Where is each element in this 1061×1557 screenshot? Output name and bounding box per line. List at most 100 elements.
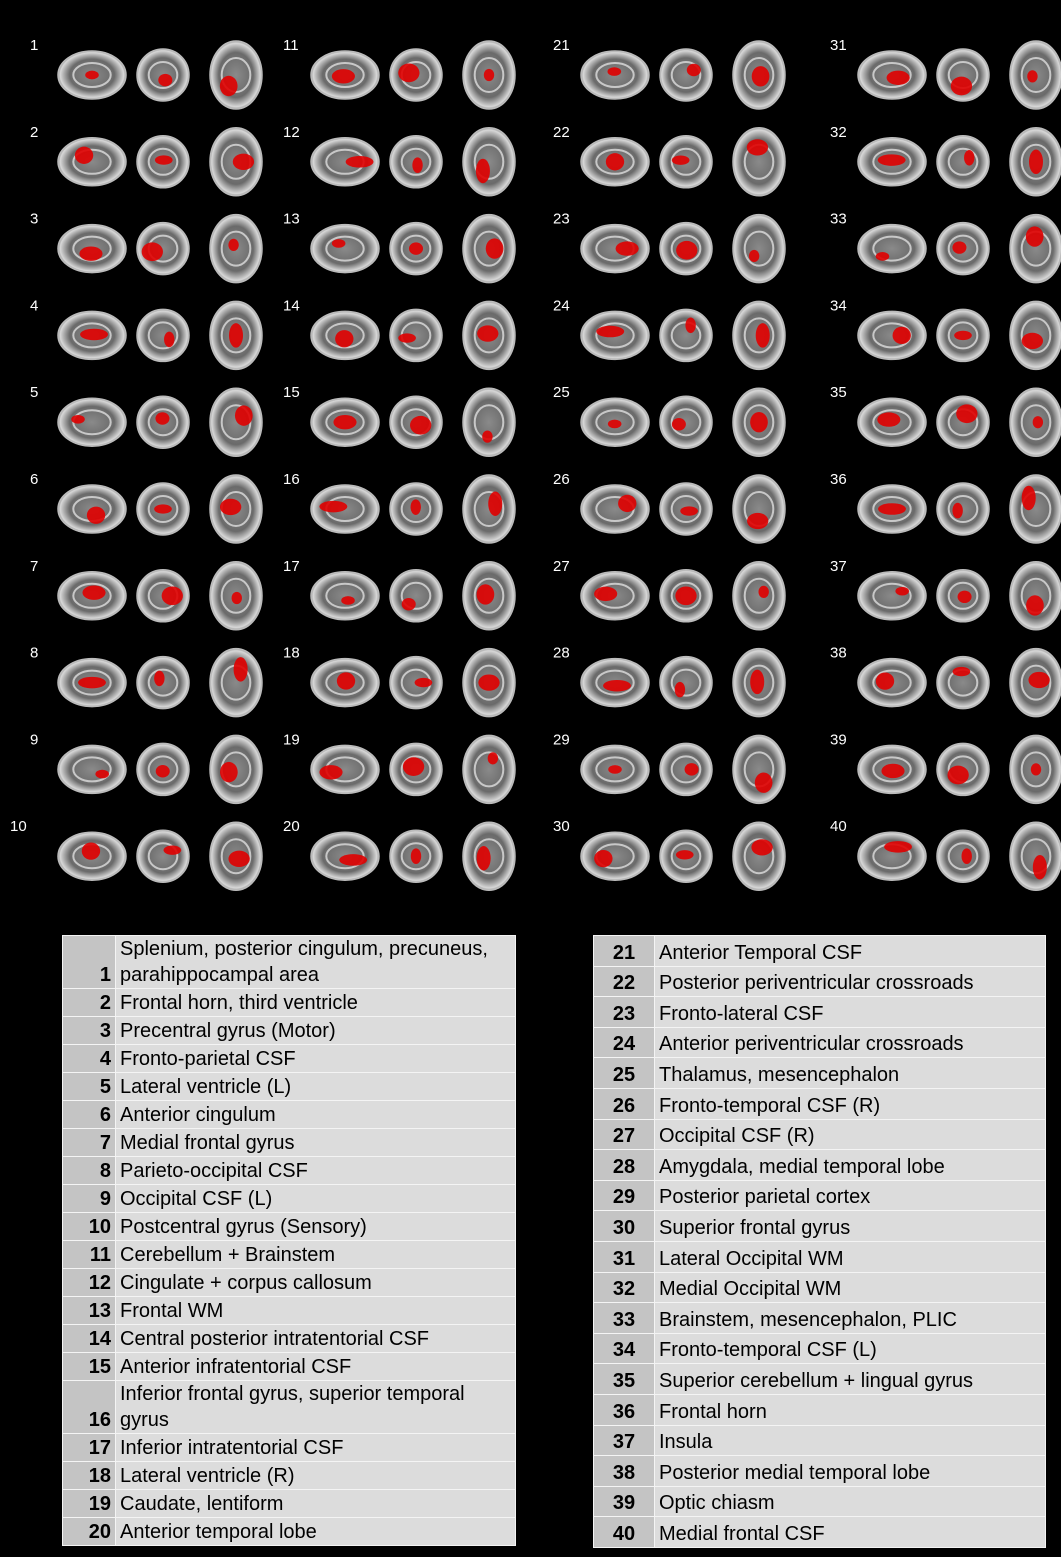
component-panel: 34 xyxy=(830,297,1061,369)
panel-number: 15 xyxy=(283,384,300,401)
activation xyxy=(596,326,624,338)
legend-row: 29Posterior parietal cortex xyxy=(594,1180,1046,1211)
brain-slice xyxy=(858,832,926,880)
activation xyxy=(339,854,367,866)
brain-slice xyxy=(463,735,515,803)
activation xyxy=(164,332,174,348)
legend-row: 31Lateral Occipital WM xyxy=(594,1241,1046,1272)
component-label: Lateral ventricle (L) xyxy=(116,1073,516,1101)
brain-slice xyxy=(581,225,649,273)
component-number: 26 xyxy=(594,1088,655,1119)
activation xyxy=(893,327,911,344)
component-label: Anterior cingulum xyxy=(116,1101,516,1129)
activation xyxy=(341,596,355,605)
component-panel: 20 xyxy=(283,818,515,890)
component-number: 18 xyxy=(63,1462,116,1490)
component-number: 30 xyxy=(594,1211,655,1242)
component-panel: 32 xyxy=(830,124,1061,196)
activation xyxy=(608,765,622,774)
legend-row: 25Thalamus, mesencephalon xyxy=(594,1058,1046,1089)
panel-number: 1 xyxy=(30,37,38,54)
component-label: Fronto-temporal CSF (L) xyxy=(655,1333,1046,1364)
activation xyxy=(82,585,105,599)
panel-number: 19 xyxy=(283,731,300,748)
panel-number: 28 xyxy=(553,645,570,662)
component-panel: 30 xyxy=(553,818,785,890)
activation xyxy=(752,66,770,86)
activation xyxy=(488,492,502,516)
activation xyxy=(482,431,492,443)
activation xyxy=(881,764,904,778)
activation xyxy=(79,246,102,260)
legend-row: 6Anterior cingulum xyxy=(63,1101,516,1129)
panel-number: 37 xyxy=(830,558,847,575)
component-label: Medial Occipital WM xyxy=(655,1272,1046,1303)
activation xyxy=(220,762,238,782)
activation xyxy=(1029,150,1043,174)
component-number: 6 xyxy=(63,1101,116,1129)
component-number: 14 xyxy=(63,1325,116,1353)
activation xyxy=(476,159,490,183)
activation xyxy=(685,763,699,775)
component-panel: 5 xyxy=(30,384,262,456)
component-label: Postcentral gyrus (Sensory) xyxy=(116,1213,516,1241)
legend-row: 1Splenium, posterior cingulum, precuneus… xyxy=(63,936,516,989)
component-panel: 37 xyxy=(830,558,1061,630)
brain-slice xyxy=(390,570,442,622)
component-panel: 12 xyxy=(283,124,515,196)
activation xyxy=(233,154,254,170)
component-number: 4 xyxy=(63,1045,116,1073)
component-number: 12 xyxy=(63,1269,116,1297)
component-label: Posterior parietal cortex xyxy=(655,1180,1046,1211)
legend-row: 26Fronto-temporal CSF (R) xyxy=(594,1088,1046,1119)
component-label: Occipital CSF (L) xyxy=(116,1185,516,1213)
panel-number: 10 xyxy=(10,818,27,835)
brain-slice xyxy=(733,215,785,283)
activation xyxy=(608,67,622,76)
component-panel: 4 xyxy=(30,297,262,369)
activation xyxy=(402,598,416,610)
component-label: Medial frontal gyrus xyxy=(116,1129,516,1157)
component-label: Optic chiasm xyxy=(655,1486,1046,1517)
legend-row: 27Occipital CSF (R) xyxy=(594,1119,1046,1150)
component-number: 10 xyxy=(63,1213,116,1241)
legend-row: 15Anterior infratentorial CSF xyxy=(63,1353,516,1381)
activation xyxy=(229,323,243,347)
activation xyxy=(758,586,768,598)
legend-row: 8Parieto-occipital CSF xyxy=(63,1157,516,1185)
panel-number: 16 xyxy=(283,471,300,488)
activation xyxy=(87,507,105,524)
activation xyxy=(603,680,631,692)
component-number: 40 xyxy=(594,1517,655,1548)
brain-slice xyxy=(137,830,189,882)
brain-slice xyxy=(733,475,785,543)
component-panel: 19 xyxy=(283,731,515,803)
activation xyxy=(235,405,253,425)
panel-number: 7 xyxy=(30,558,38,575)
activation xyxy=(947,766,968,785)
activation xyxy=(156,765,170,777)
component-panel: 10 xyxy=(10,818,262,890)
component-number: 37 xyxy=(594,1425,655,1456)
activation xyxy=(75,147,93,164)
activation xyxy=(750,670,764,694)
activation xyxy=(1033,416,1043,428)
activation xyxy=(756,323,770,347)
activation xyxy=(319,765,342,779)
component-panel: 11 xyxy=(283,37,515,109)
activation xyxy=(409,242,423,254)
brain-slice xyxy=(58,398,126,446)
component-label: Anterior infratentorial CSF xyxy=(116,1353,516,1381)
component-number: 24 xyxy=(594,1027,655,1058)
component-label: Occipital CSF (R) xyxy=(655,1119,1046,1150)
activation xyxy=(220,499,241,515)
component-number: 34 xyxy=(594,1333,655,1364)
activation xyxy=(85,71,99,80)
component-label: Insula xyxy=(655,1425,1046,1456)
activation xyxy=(154,504,172,513)
